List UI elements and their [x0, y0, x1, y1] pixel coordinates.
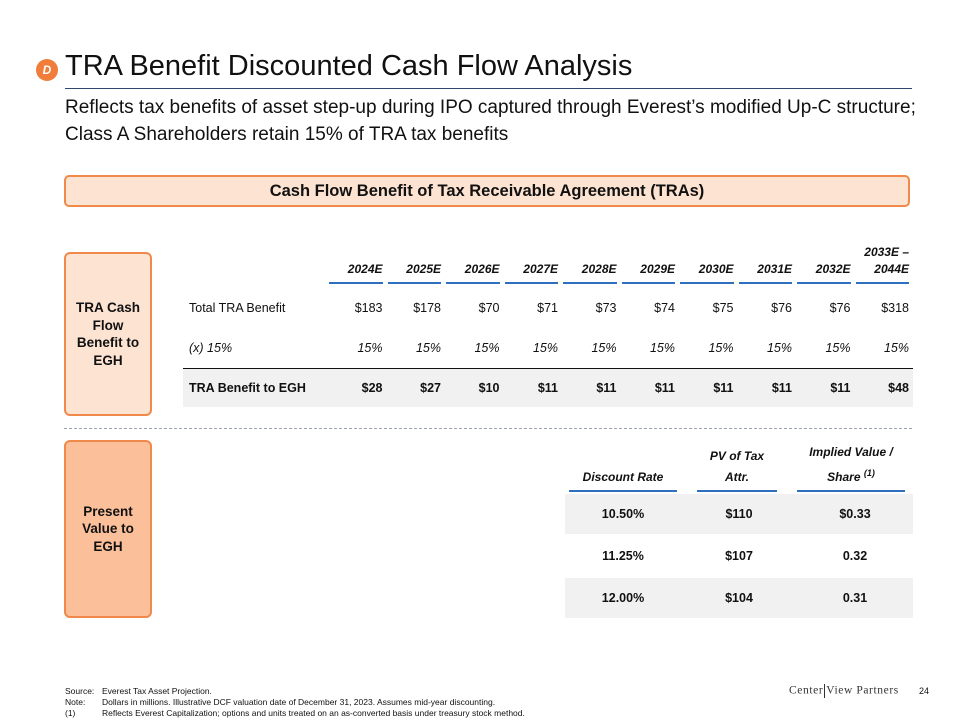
footnote-key: (1)	[65, 708, 76, 718]
table-row: 12.00% $104 0.31	[565, 578, 913, 618]
cash-flow-header-row: 2024E 2025E 2026E 2027E 2028E 2029E 2030…	[183, 240, 913, 284]
table-cell: 12.00%	[601, 591, 645, 605]
footnote-text: Dollars in millions. Illustrative DCF va…	[102, 697, 496, 707]
table-cell: $11	[537, 381, 558, 395]
column-header: 2026E	[446, 261, 500, 284]
column-header: 2032E	[797, 261, 851, 284]
section-banner: Cash Flow Benefit of Tax Receivable Agre…	[64, 175, 910, 207]
footnote-key: Source:	[65, 686, 95, 696]
footnote: Source: Everest Tax Asset Projection.	[65, 686, 525, 697]
tra-cash-flow-label-box: TRA Cash Flow Benefit to EGH	[64, 252, 152, 416]
table-cell: 15%	[825, 341, 851, 355]
table-cell: $107	[725, 549, 753, 563]
column-header: PV of Tax Attr.	[697, 446, 777, 492]
header-spacer	[183, 282, 324, 284]
column-header: 2027E	[504, 261, 558, 284]
table-cell: $11	[596, 381, 617, 395]
present-value-label-box: Present Value to EGH	[64, 440, 152, 618]
table-cell: $104	[725, 591, 753, 605]
column-header: 2025E	[387, 261, 441, 284]
table-cell: 15%	[883, 341, 909, 355]
column-header: 2030E	[680, 261, 734, 284]
table-cell: 15%	[766, 341, 792, 355]
table-cell: $73	[595, 301, 617, 315]
table-cell: $70	[478, 301, 500, 315]
column-header: 2029E	[621, 261, 675, 284]
table-cell: $110	[725, 507, 753, 521]
page-subtitle: Reflects tax benefits of asset step-up d…	[65, 97, 916, 145]
table-cell: 15%	[591, 341, 617, 355]
logo-divider	[824, 684, 826, 698]
table-cell: $10	[478, 381, 500, 395]
column-header: 2028E	[563, 261, 617, 284]
footnotes: Source: Everest Tax Asset Projection. No…	[65, 686, 525, 719]
column-header: Implied Value / Share (1)	[797, 442, 905, 492]
table-cell: 0.32	[842, 549, 868, 563]
table-cell: $11	[771, 381, 792, 395]
table-row: 10.50% $110 $0.33	[565, 494, 913, 534]
table-cell: 0.31	[842, 591, 868, 605]
table-row: (x) 15% 15% 15% 15% 15% 15% 15% 15% 15% …	[183, 328, 913, 368]
section-divider	[64, 428, 912, 429]
table-cell: $28	[361, 381, 383, 395]
logo-right-text: View Partners	[826, 684, 899, 697]
table-row: 11.25% $107 0.32	[565, 536, 913, 576]
implied-value-header-text: Implied Value / Share	[809, 445, 893, 484]
footnote-text: Everest Tax Asset Projection.	[102, 686, 212, 696]
table-cell: 10.50%	[601, 507, 645, 521]
table-cell: $48	[888, 381, 909, 395]
table-cell: $183	[354, 301, 383, 315]
footnote-key: Note:	[65, 697, 86, 707]
table-cell: 15%	[532, 341, 558, 355]
row-label: TRA Benefit to EGH	[189, 381, 306, 395]
table-cell: $11	[713, 381, 734, 395]
page-number: 24	[919, 686, 930, 696]
present-value-label: Present Value to EGH	[82, 503, 134, 554]
footnote-text: Reflects Everest Capitalization; options…	[102, 708, 525, 718]
table-cell: $71	[537, 301, 558, 315]
table-cell: 11.25%	[602, 549, 644, 563]
table-row: TRA Benefit to EGH $28 $27 $10 $11 $11 $…	[183, 368, 913, 407]
row-label: Total TRA Benefit	[189, 301, 286, 315]
table-cell: 15%	[474, 341, 500, 355]
table-cell: 15%	[649, 341, 675, 355]
cash-flow-table: 2024E 2025E 2026E 2027E 2028E 2029E 2030…	[183, 240, 913, 407]
table-cell: $75	[712, 301, 734, 315]
company-logo: Center View Partners	[789, 684, 899, 698]
column-header: 2033E – 2044E	[855, 244, 909, 284]
table-cell: $178	[413, 301, 441, 315]
tra-cash-flow-label: TRA Cash Flow Benefit to EGH	[75, 300, 140, 368]
footnote-ref: (1)	[863, 468, 875, 478]
footnote: (1) Reflects Everest Capitalization; opt…	[65, 708, 525, 719]
table-cell: $11	[830, 381, 851, 395]
pv-header-row: Discount Rate PV of Tax Attr. Implied Va…	[565, 445, 913, 492]
table-cell: $318	[881, 301, 909, 315]
page-title: TRA Benefit Discounted Cash Flow Analysi…	[65, 50, 633, 82]
row-label: (x) 15%	[189, 341, 233, 355]
title-divider	[65, 88, 912, 89]
table-cell: $11	[654, 381, 675, 395]
table-row: Total TRA Benefit $183 $178 $70 $71 $73 …	[183, 288, 913, 328]
table-cell: $27	[420, 381, 441, 395]
section-badge: D	[36, 59, 58, 81]
column-header: 2024E	[329, 261, 383, 284]
table-cell: $76	[771, 301, 792, 315]
table-cell: $76	[829, 301, 851, 315]
present-value-table: Discount Rate PV of Tax Attr. Implied Va…	[565, 445, 913, 618]
table-cell: $74	[654, 301, 675, 315]
table-cell: 15%	[357, 341, 383, 355]
table-cell: 15%	[415, 341, 441, 355]
logo-left-text: Center	[789, 684, 824, 697]
column-header: 2031E	[738, 261, 792, 284]
footnote: Note: Dollars in millions. Illustrative …	[65, 697, 525, 708]
table-cell: $0.33	[839, 507, 871, 521]
table-cell: 15%	[708, 341, 734, 355]
column-header: Discount Rate	[569, 467, 677, 492]
